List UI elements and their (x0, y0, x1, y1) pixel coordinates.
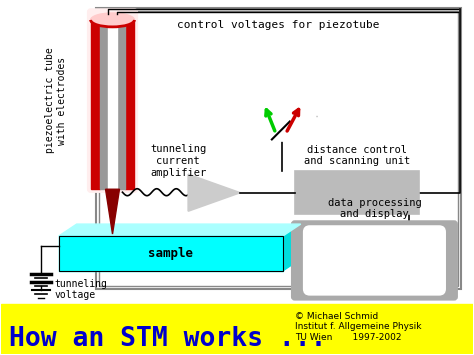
FancyBboxPatch shape (304, 226, 445, 295)
Bar (100, 20, 108, 189)
Polygon shape (188, 174, 240, 211)
Text: data processing
and display: data processing and display (328, 197, 421, 219)
Text: © Michael Schmid
Institut f. Allgemeine Physik
TU Wien       1997-2002: © Michael Schmid Institut f. Allgemeine … (295, 312, 421, 342)
FancyBboxPatch shape (88, 9, 137, 192)
Bar (295, 171, 419, 214)
Bar (1, 304, 473, 354)
Bar (96, 8, 461, 289)
Bar (126, 20, 135, 189)
Text: tunneling
current
amplifier: tunneling current amplifier (150, 144, 206, 178)
Polygon shape (106, 189, 119, 234)
Polygon shape (59, 224, 301, 236)
Bar (91, 20, 100, 189)
Bar (248, 89, 316, 141)
Bar (108, 20, 118, 189)
Text: sample: sample (148, 247, 193, 260)
FancyBboxPatch shape (292, 221, 457, 300)
Text: tunneling
voltage: tunneling voltage (55, 279, 108, 300)
Polygon shape (283, 224, 301, 271)
Ellipse shape (91, 13, 135, 27)
Text: piezoelectric tube
with electrodes: piezoelectric tube with electrodes (45, 48, 66, 153)
Bar (118, 20, 126, 189)
Bar (59, 236, 283, 271)
Text: How an STM works ...: How an STM works ... (9, 326, 327, 351)
Text: distance control
and scanning unit: distance control and scanning unit (304, 145, 410, 166)
Bar (99, 11, 458, 286)
Bar (59, 236, 283, 271)
Text: control voltages for piezotube: control voltages for piezotube (177, 20, 380, 30)
